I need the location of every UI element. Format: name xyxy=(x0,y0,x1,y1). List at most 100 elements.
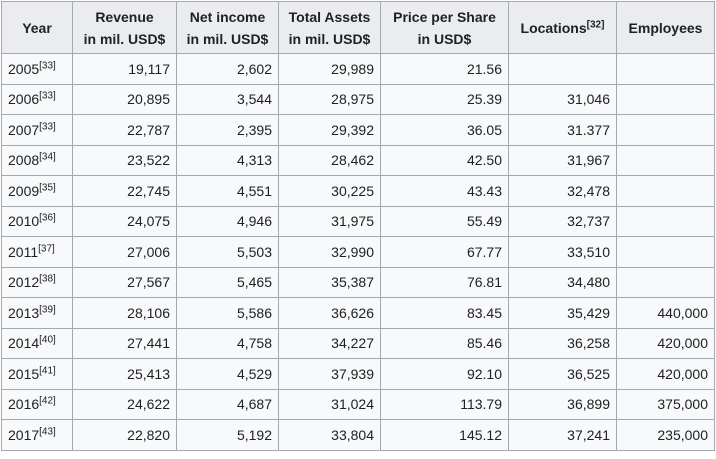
price-cell: 113.79 xyxy=(380,388,509,420)
employees-cell: 440,000 xyxy=(616,297,715,329)
table-row: 2011[37] 27,006 5,503 32,990 67.77 33,510 xyxy=(1,236,715,268)
reference-link[interactable]: [33] xyxy=(39,60,56,72)
table-row: 2008[34] 23,522 4,313 28,462 42.50 31,967 xyxy=(1,144,715,176)
year-value: 2016 xyxy=(8,396,40,413)
total-assets-cell: 30,225 xyxy=(278,175,381,207)
total-assets-cell: 36,626 xyxy=(278,297,381,329)
employees-cell xyxy=(616,114,715,146)
employees-cell: 420,000 xyxy=(616,358,715,390)
table-row: 2006[33] 20,895 3,544 28,975 25.39 31,046 xyxy=(1,83,715,115)
reference-link[interactable]: [36] xyxy=(39,212,56,224)
total-assets-cell: 33,804 xyxy=(278,419,381,451)
header-employees[interactable]: Employees xyxy=(616,1,715,54)
net-income-cell: 5,586 xyxy=(176,297,279,329)
table-row: 2012[38] 27,567 5,465 35,387 76.81 34,480 xyxy=(1,266,715,298)
price-cell: 36.05 xyxy=(380,114,509,146)
year-value: 2009 xyxy=(8,182,40,199)
table-row: 2007[33] 22,787 2,395 29,392 36.05 31.377 xyxy=(1,114,715,146)
year-value: 2011 xyxy=(8,243,39,260)
locations-cell xyxy=(508,53,617,85)
reference-link[interactable]: [41] xyxy=(39,365,56,377)
year-cell: 2013[39] xyxy=(1,297,73,329)
total-assets-cell: 35,387 xyxy=(278,266,381,298)
header-total-assets-unit: in mil. USD$ xyxy=(288,30,371,47)
year-cell: 2017[43] xyxy=(1,419,73,451)
total-assets-cell: 31,975 xyxy=(278,205,381,237)
header-price-per-share[interactable]: Price per Share in USD$ xyxy=(380,1,509,54)
total-assets-cell: 29,989 xyxy=(278,53,381,85)
header-locations[interactable]: Locations[32] xyxy=(508,1,617,54)
net-income-cell: 5,465 xyxy=(176,266,279,298)
employees-cell: 420,000 xyxy=(616,327,715,359)
net-income-cell: 4,529 xyxy=(176,358,279,390)
year-cell: 2009[35] xyxy=(1,175,73,207)
revenue-cell: 19,117 xyxy=(72,53,177,85)
employees-cell: 375,000 xyxy=(616,388,715,420)
locations-cell: 37,241 xyxy=(508,419,617,451)
locations-cell: 32,478 xyxy=(508,175,617,207)
total-assets-cell: 28,975 xyxy=(278,83,381,115)
header-total-assets[interactable]: Total Assets in mil. USD$ xyxy=(278,1,381,54)
net-income-cell: 2,602 xyxy=(176,53,279,85)
locations-cell: 36,258 xyxy=(508,327,617,359)
employees-cell xyxy=(616,236,715,268)
employees-cell xyxy=(616,83,715,115)
reference-link[interactable]: [33] xyxy=(39,90,56,102)
revenue-cell: 22,745 xyxy=(72,175,177,207)
table-row: 2016[42] 24,622 4,687 31,024 113.79 36,899 375… xyxy=(1,388,715,420)
year-value: 2012 xyxy=(8,274,40,291)
revenue-cell: 27,567 xyxy=(72,266,177,298)
revenue-cell: 27,006 xyxy=(72,236,177,268)
locations-reference-link[interactable]: [32] xyxy=(586,18,605,30)
year-cell: 2007[33] xyxy=(1,114,73,146)
reference-link[interactable]: [33] xyxy=(39,121,56,133)
locations-cell: 31,046 xyxy=(508,83,617,115)
reference-link[interactable]: [35] xyxy=(39,182,56,194)
header-revenue[interactable]: Revenue in mil. USD$ xyxy=(72,1,177,54)
table-row: 2013[39] 28,106 5,586 36,626 83.45 35,429 440,… xyxy=(1,297,715,329)
net-income-cell: 4,758 xyxy=(176,327,279,359)
financial-data-table: Year Revenue in mil. USD$ Net income in … xyxy=(1,1,715,451)
year-cell: 2015[41] xyxy=(1,358,73,390)
reference-link[interactable]: [39] xyxy=(39,304,56,316)
locations-cell: 35,429 xyxy=(508,297,617,329)
reference-link[interactable]: [34] xyxy=(39,151,56,163)
header-year[interactable]: Year xyxy=(1,1,73,54)
locations-cell: 31.377 xyxy=(508,114,617,146)
total-assets-cell: 28,462 xyxy=(278,144,381,176)
total-assets-cell: 34,227 xyxy=(278,327,381,359)
revenue-cell: 22,787 xyxy=(72,114,177,146)
revenue-cell: 20,895 xyxy=(72,83,177,115)
header-price-unit: in USD$ xyxy=(417,30,472,47)
year-value: 2006 xyxy=(8,91,40,108)
reference-link[interactable]: [43] xyxy=(39,426,56,438)
reference-link[interactable]: [42] xyxy=(39,395,56,407)
employees-cell: 235,000 xyxy=(616,419,715,451)
table-row: 2015[41] 25,413 4,529 37,939 92.10 36,525 420,… xyxy=(1,358,715,390)
year-value: 2005 xyxy=(8,60,40,77)
reference-link[interactable]: [38] xyxy=(39,273,56,285)
reference-link[interactable]: [37] xyxy=(38,243,55,255)
table-row: 2014[40] 27,441 4,758 34,227 85.46 36,258 420,… xyxy=(1,327,715,359)
locations-cell: 32,737 xyxy=(508,205,617,237)
price-cell: 67.77 xyxy=(380,236,509,268)
price-cell: 85.46 xyxy=(380,327,509,359)
revenue-cell: 25,413 xyxy=(72,358,177,390)
revenue-cell: 22,820 xyxy=(72,419,177,451)
employees-cell xyxy=(616,53,715,85)
reference-link[interactable]: [40] xyxy=(39,334,56,346)
year-cell: 2006[33] xyxy=(1,83,73,115)
revenue-cell: 24,622 xyxy=(72,388,177,420)
price-cell: 43.43 xyxy=(380,175,509,207)
price-cell: 76.81 xyxy=(380,266,509,298)
header-net-income-label: Net income xyxy=(189,8,266,25)
price-cell: 92.10 xyxy=(380,358,509,390)
header-total-assets-label: Total Assets xyxy=(288,8,371,25)
header-net-income[interactable]: Net income in mil. USD$ xyxy=(176,1,279,54)
locations-cell: 33,510 xyxy=(508,236,617,268)
net-income-cell: 4,946 xyxy=(176,205,279,237)
net-income-cell: 5,503 xyxy=(176,236,279,268)
net-income-cell: 4,551 xyxy=(176,175,279,207)
locations-cell: 31,967 xyxy=(508,144,617,176)
total-assets-cell: 31,024 xyxy=(278,388,381,420)
